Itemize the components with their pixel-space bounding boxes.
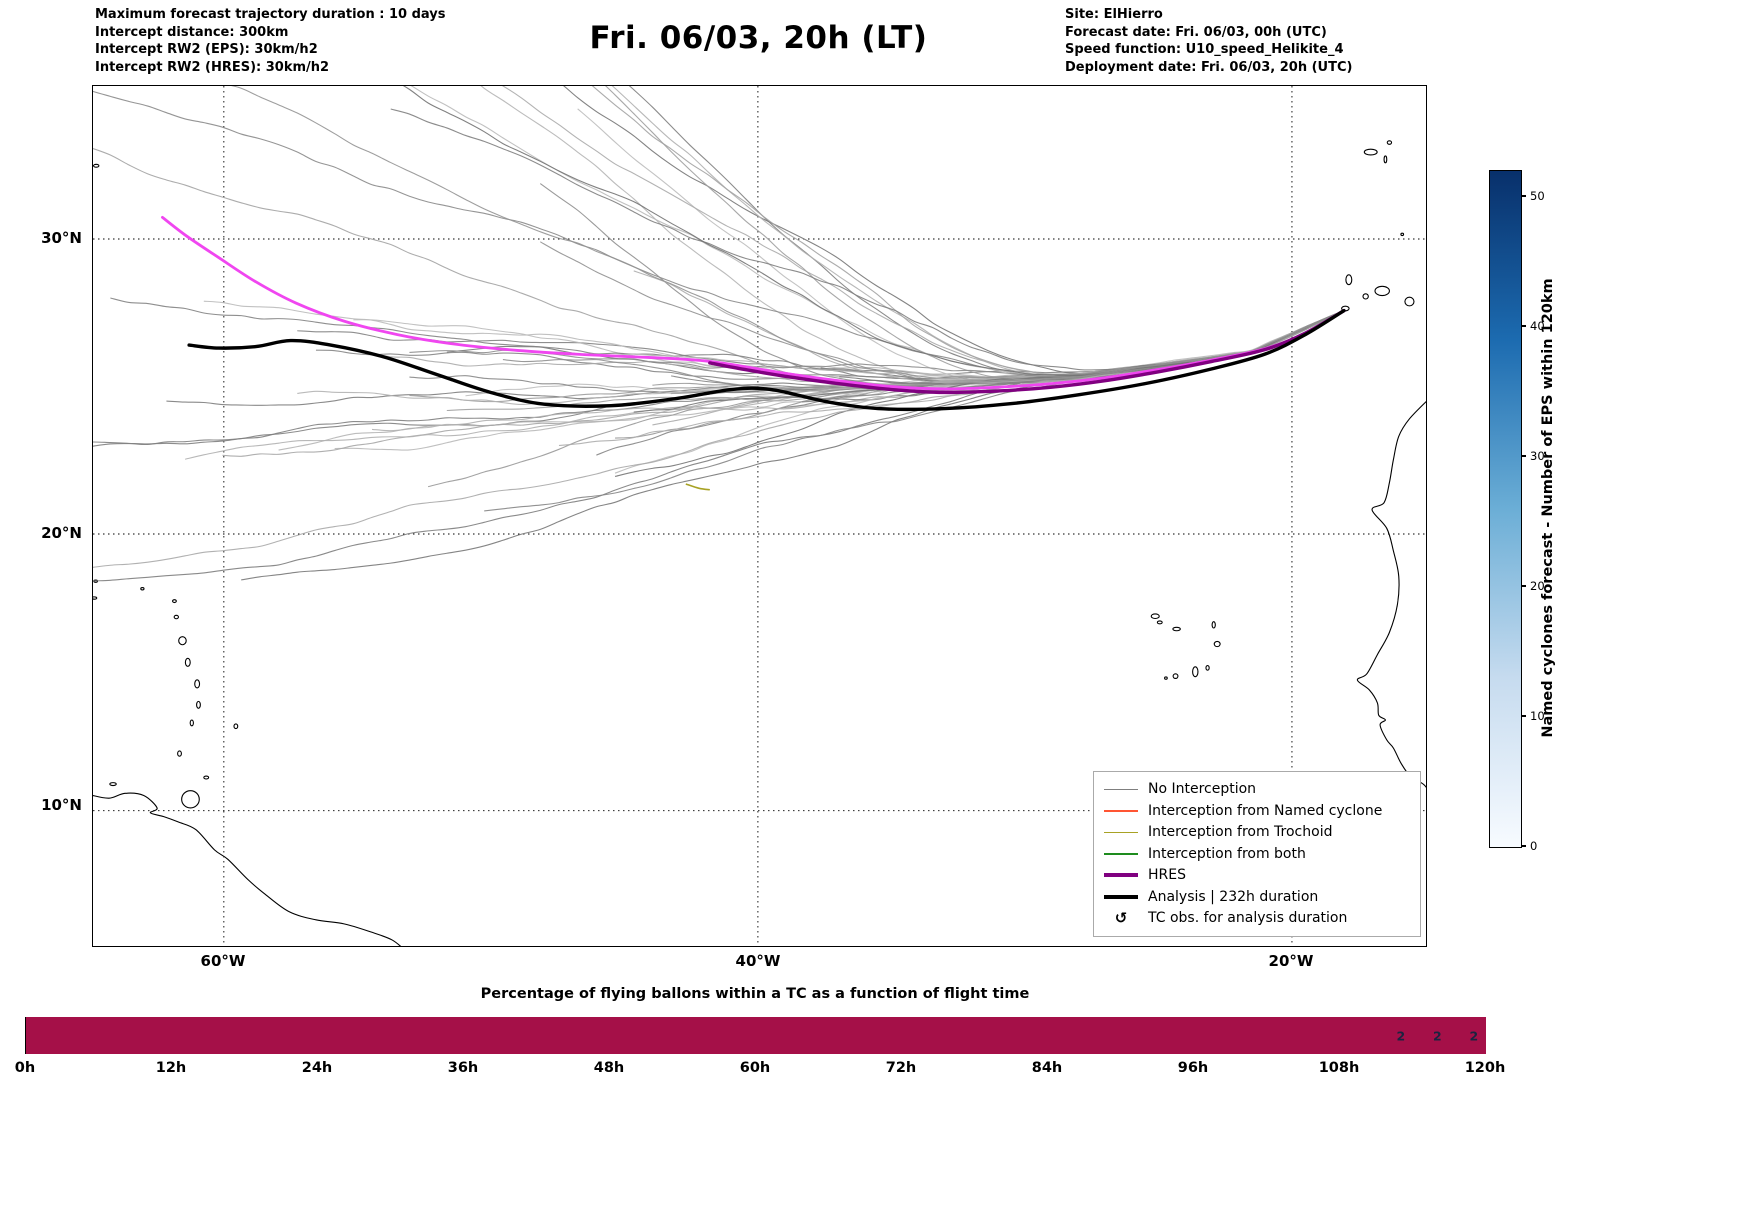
ensemble-trajectory bbox=[605, 86, 1345, 381]
named-cyclone-line-swatch bbox=[1104, 810, 1138, 812]
site-info: Site: ElHierro Forecast date: Fri. 06/03… bbox=[1065, 6, 1352, 76]
x-tick-label: 120h bbox=[1464, 1060, 1506, 1076]
colorbar bbox=[1489, 170, 1522, 848]
legend-label: Interception from Named cyclone bbox=[1148, 802, 1383, 819]
param-line: Intercept RW2 (HRES): 30km/h2 bbox=[95, 59, 330, 75]
x-tick-label: 36h bbox=[447, 1060, 479, 1076]
map-legend: No Interception Interception from Named … bbox=[1093, 770, 1421, 937]
x-tick-label: 48h bbox=[593, 1060, 625, 1076]
bottom-chart-title: Percentage of flying ballons within a TC… bbox=[480, 986, 1030, 1002]
site-line: Site: ElHierro bbox=[1065, 7, 1163, 22]
colorbar-tick: 40 bbox=[1521, 319, 1545, 333]
x-tick-label: 0h bbox=[14, 1060, 36, 1076]
ensemble-trajectory bbox=[93, 90, 1345, 378]
ensemble-trajectory bbox=[577, 108, 1345, 383]
bar-annotation: 2 bbox=[1432, 1028, 1442, 1043]
x-tick-label: 24h bbox=[301, 1060, 333, 1076]
legend-item: Interception from Named cyclone bbox=[1104, 800, 1410, 822]
analysis-line-swatch bbox=[1104, 894, 1138, 899]
no-interception-line-swatch bbox=[1104, 788, 1138, 790]
colorbar-tick: 50 bbox=[1521, 189, 1545, 203]
x-axis-tick: 60°W bbox=[200, 952, 246, 970]
trochoid-line-swatch bbox=[1104, 831, 1138, 833]
colorbar-tick: 20 bbox=[1521, 579, 1545, 593]
tc-obs-icon: ↺ bbox=[1114, 909, 1128, 928]
ensemble-trajectory bbox=[628, 86, 1345, 379]
site-line: Speed function: U10_speed_Helikite_4 bbox=[1065, 42, 1344, 57]
legend-label: HRES bbox=[1148, 867, 1186, 884]
ensemble-trajectory bbox=[93, 310, 1345, 447]
hres-track bbox=[708, 308, 1346, 395]
analysis-track bbox=[187, 308, 1346, 412]
legend-label: Interception from Trochoid bbox=[1148, 824, 1333, 841]
ensemble-trajectory bbox=[480, 86, 1345, 384]
x-tick-label: 108h bbox=[1318, 1060, 1360, 1076]
legend-label: No Interception bbox=[1148, 781, 1257, 798]
ensemble-trajectory bbox=[591, 86, 1345, 377]
legend-item: Analysis | 232h duration bbox=[1104, 886, 1410, 908]
ensemble-trajectory bbox=[410, 86, 1345, 377]
y-axis-tick: 20°N bbox=[41, 524, 82, 542]
param-line: Intercept RW2 (EPS): 30km/h2 bbox=[95, 42, 318, 57]
both-line-swatch bbox=[1104, 853, 1138, 855]
x-axis-tick: 20°W bbox=[1268, 952, 1314, 970]
bar-annotation: 2 bbox=[1469, 1028, 1479, 1043]
colorbar-tick: 10 bbox=[1521, 709, 1545, 723]
site-line: Deployment date: Fri. 06/03, 20h (UTC) bbox=[1065, 59, 1353, 75]
colorbar-tick: 0 bbox=[1521, 839, 1537, 853]
bottom-chart-axis: 0h 12h 24h 36h 48h 60h 72h 84h 96h 108h 120h bbox=[15, 1060, 1506, 1082]
ensemble-trajectory bbox=[502, 86, 1345, 377]
legend-item: ↺ TC obs. for analysis duration bbox=[1104, 908, 1410, 930]
param-line: Maximum forecast trajectory duration : 1… bbox=[95, 7, 446, 22]
legend-label: Analysis | 232h duration bbox=[1148, 888, 1319, 905]
trochoid-interception-track bbox=[685, 483, 710, 491]
legend-item: HRES bbox=[1104, 865, 1410, 887]
eps-highlight-track bbox=[161, 215, 1346, 391]
hres-line-swatch bbox=[1104, 873, 1138, 878]
site-line: Forecast date: Fri. 06/03, 00h (UTC) bbox=[1065, 24, 1327, 40]
ensemble-trajectory bbox=[563, 86, 1345, 375]
ensemble-trajectory bbox=[93, 310, 1345, 582]
colorbar-ticks: 0 10 20 30 40 50 bbox=[1521, 170, 1561, 853]
x-axis-tick: 40°W bbox=[735, 952, 781, 970]
colorbar-label: Named cyclones forecast - Number of EPS … bbox=[1540, 278, 1556, 738]
ensemble-trajectory bbox=[783, 310, 1345, 410]
legend-item: No Interception bbox=[1104, 779, 1410, 801]
x-tick-label: 60h bbox=[739, 1060, 771, 1076]
colorbar-tick: 30 bbox=[1521, 449, 1545, 463]
colorbar-gradient bbox=[1490, 171, 1521, 847]
legend-label: TC obs. for analysis duration bbox=[1148, 910, 1348, 927]
x-tick-label: 84h bbox=[1031, 1060, 1063, 1076]
ensemble-trajectory bbox=[93, 147, 1345, 386]
ensemble-trajectory bbox=[403, 86, 1345, 377]
x-tick-label: 72h bbox=[885, 1060, 917, 1076]
trajectory-map: No Interception Interception from Named … bbox=[92, 85, 1427, 947]
y-axis-tick: 10°N bbox=[41, 796, 82, 814]
legend-label: Interception from both bbox=[1148, 845, 1306, 862]
y-axis-tick: 30°N bbox=[41, 229, 82, 247]
ensemble-trajectory bbox=[230, 86, 1345, 379]
param-line: Intercept distance: 300km bbox=[95, 24, 289, 40]
x-tick-label: 12h bbox=[155, 1060, 187, 1076]
run-parameters: Maximum forecast trajectory duration : 1… bbox=[95, 6, 446, 76]
page-title: Fri. 06/03, 20h (LT) bbox=[589, 20, 928, 56]
legend-item: Interception from Trochoid bbox=[1104, 822, 1410, 844]
ensemble-trajectory bbox=[502, 310, 1345, 392]
legend-item: Interception from both bbox=[1104, 843, 1410, 865]
bar-annotation: 2 bbox=[1396, 1028, 1406, 1043]
tc-percentage-bar: 2 2 2 bbox=[25, 1017, 1486, 1054]
x-tick-label: 96h bbox=[1177, 1060, 1209, 1076]
ensemble-trajectory bbox=[241, 310, 1345, 581]
